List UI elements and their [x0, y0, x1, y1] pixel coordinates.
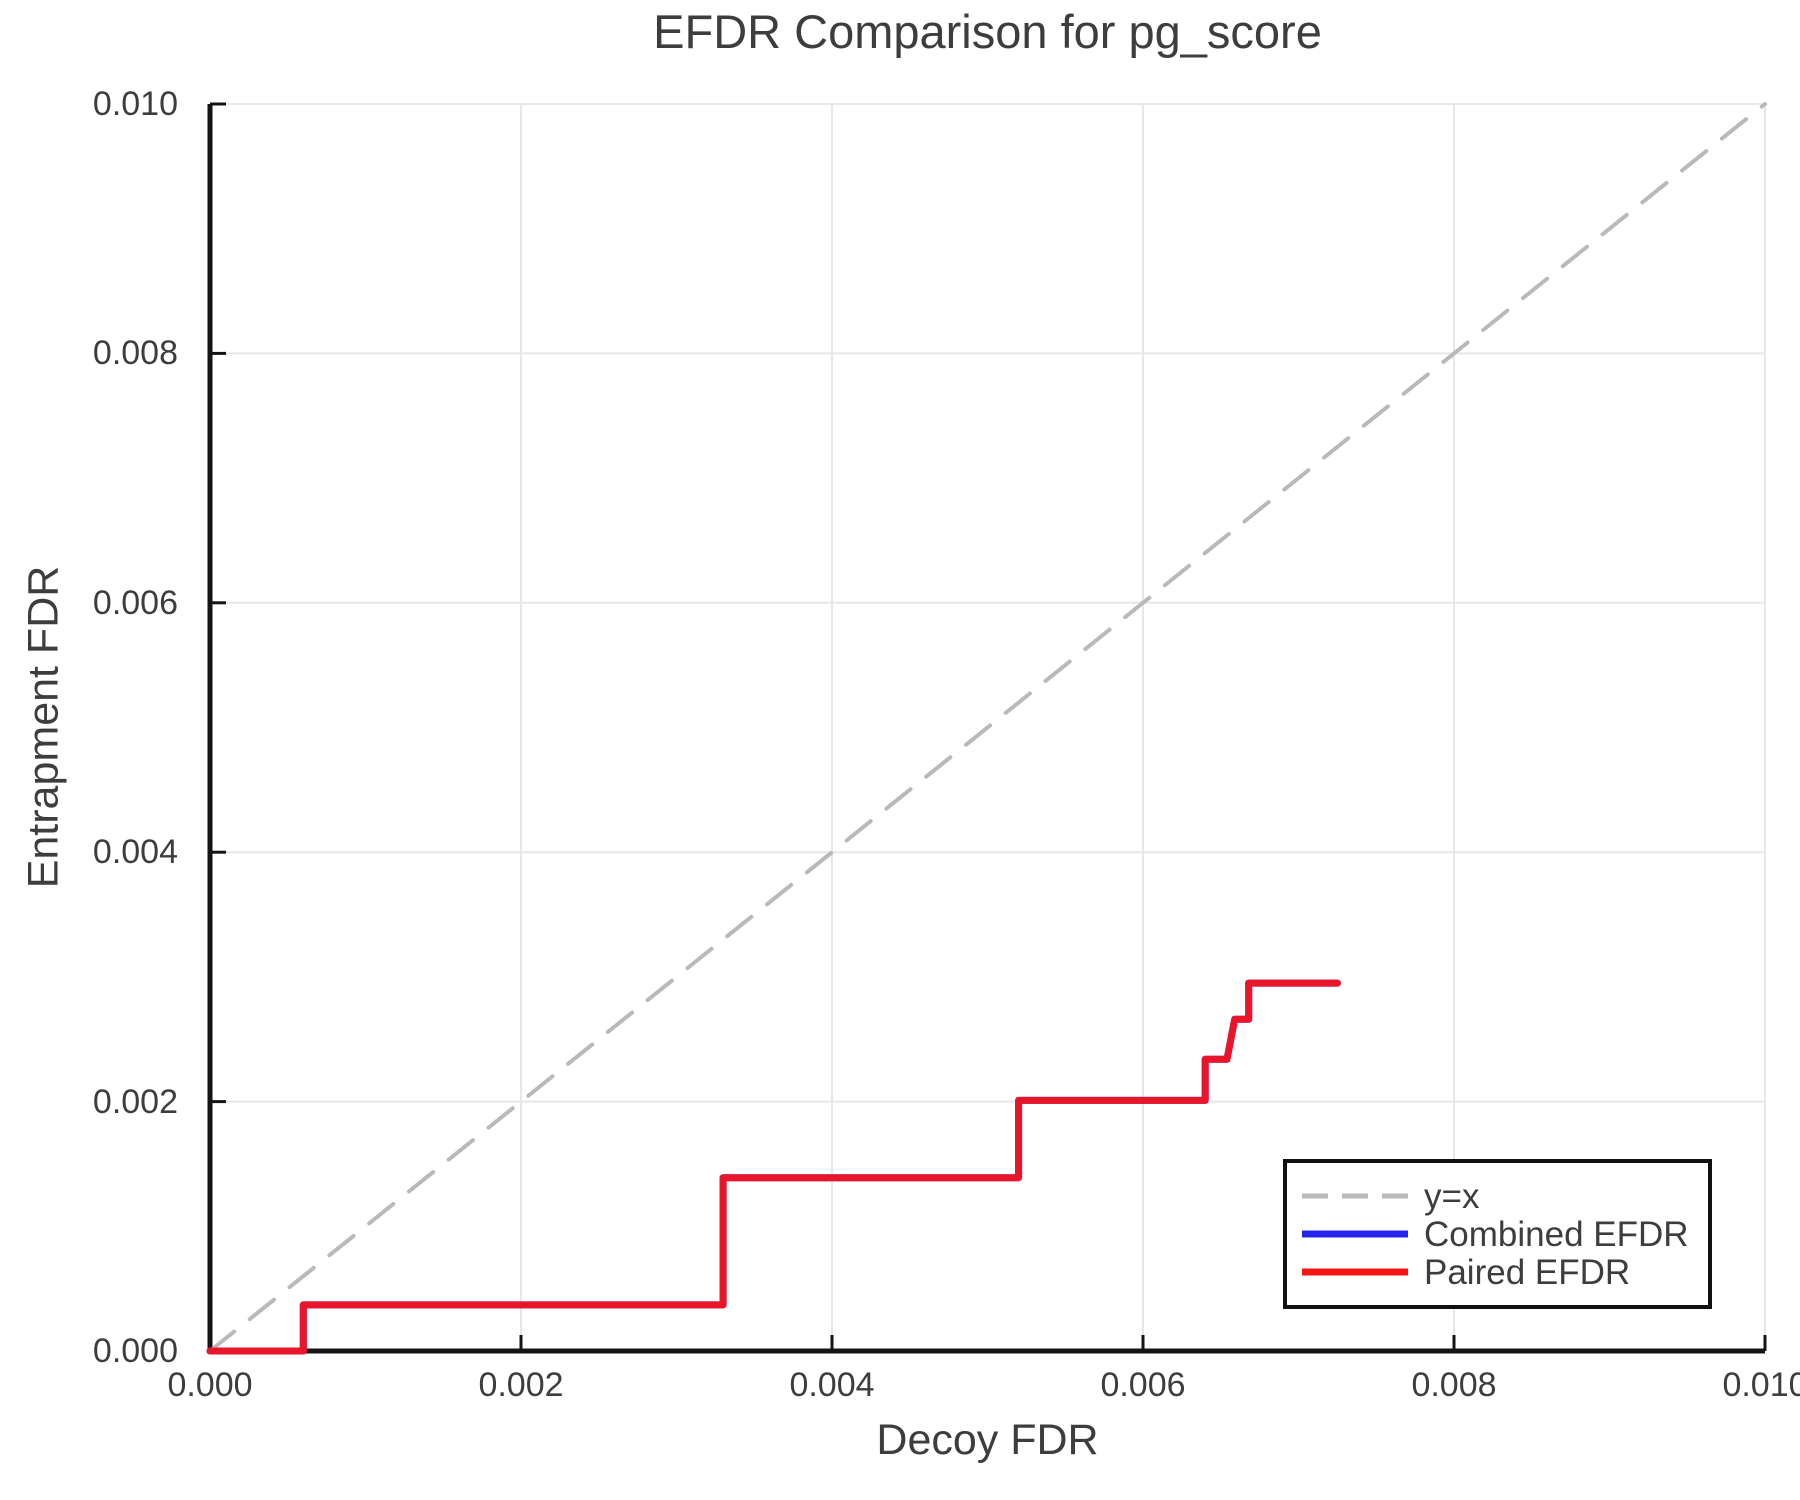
y-tick-label: 0.004: [92, 833, 178, 872]
combined-line-swatch: [1302, 1230, 1408, 1238]
legend-label-combined: Combined EFDR: [1424, 1214, 1689, 1254]
y-tick-label: 0.006: [92, 583, 178, 622]
chart-title: EFDR Comparison for pg_score: [653, 5, 1322, 58]
series-identity: [208, 102, 1767, 1353]
identity-line-swatch: [1302, 1193, 1408, 1199]
x-tick-label: 0.008: [1411, 1366, 1497, 1404]
y-tick-label: 0.000: [92, 1332, 178, 1370]
y-tick-label: 0.002: [92, 1082, 178, 1121]
x-tick-label: 0.006: [1100, 1366, 1186, 1404]
x-tick-label: 0.002: [478, 1366, 564, 1404]
x-tick-label: 0.000: [167, 1366, 253, 1404]
series-combined: [206, 979, 1341, 1355]
series-paired: [206, 979, 1341, 1355]
legend-row-paired: Paired EFDR: [1302, 1253, 1708, 1291]
x-axis-label: Decoy FDR: [876, 1416, 1099, 1464]
legend-row-combined: Combined EFDR: [1302, 1215, 1708, 1253]
paired-line-swatch: [1302, 1268, 1408, 1276]
legend-row-identity: y=x: [1302, 1177, 1708, 1215]
y-tick-label: 0.008: [92, 334, 178, 373]
x-tick-label: 0.010: [1722, 1366, 1800, 1404]
x-tick-label: 0.004: [789, 1366, 875, 1404]
legend-label-paired: Paired EFDR: [1424, 1252, 1631, 1292]
legend: y=x Combined EFDR Paired EFDR: [1283, 1159, 1712, 1309]
y-tick-label: 0.010: [92, 85, 178, 123]
legend-label-identity: y=x: [1424, 1176, 1480, 1216]
